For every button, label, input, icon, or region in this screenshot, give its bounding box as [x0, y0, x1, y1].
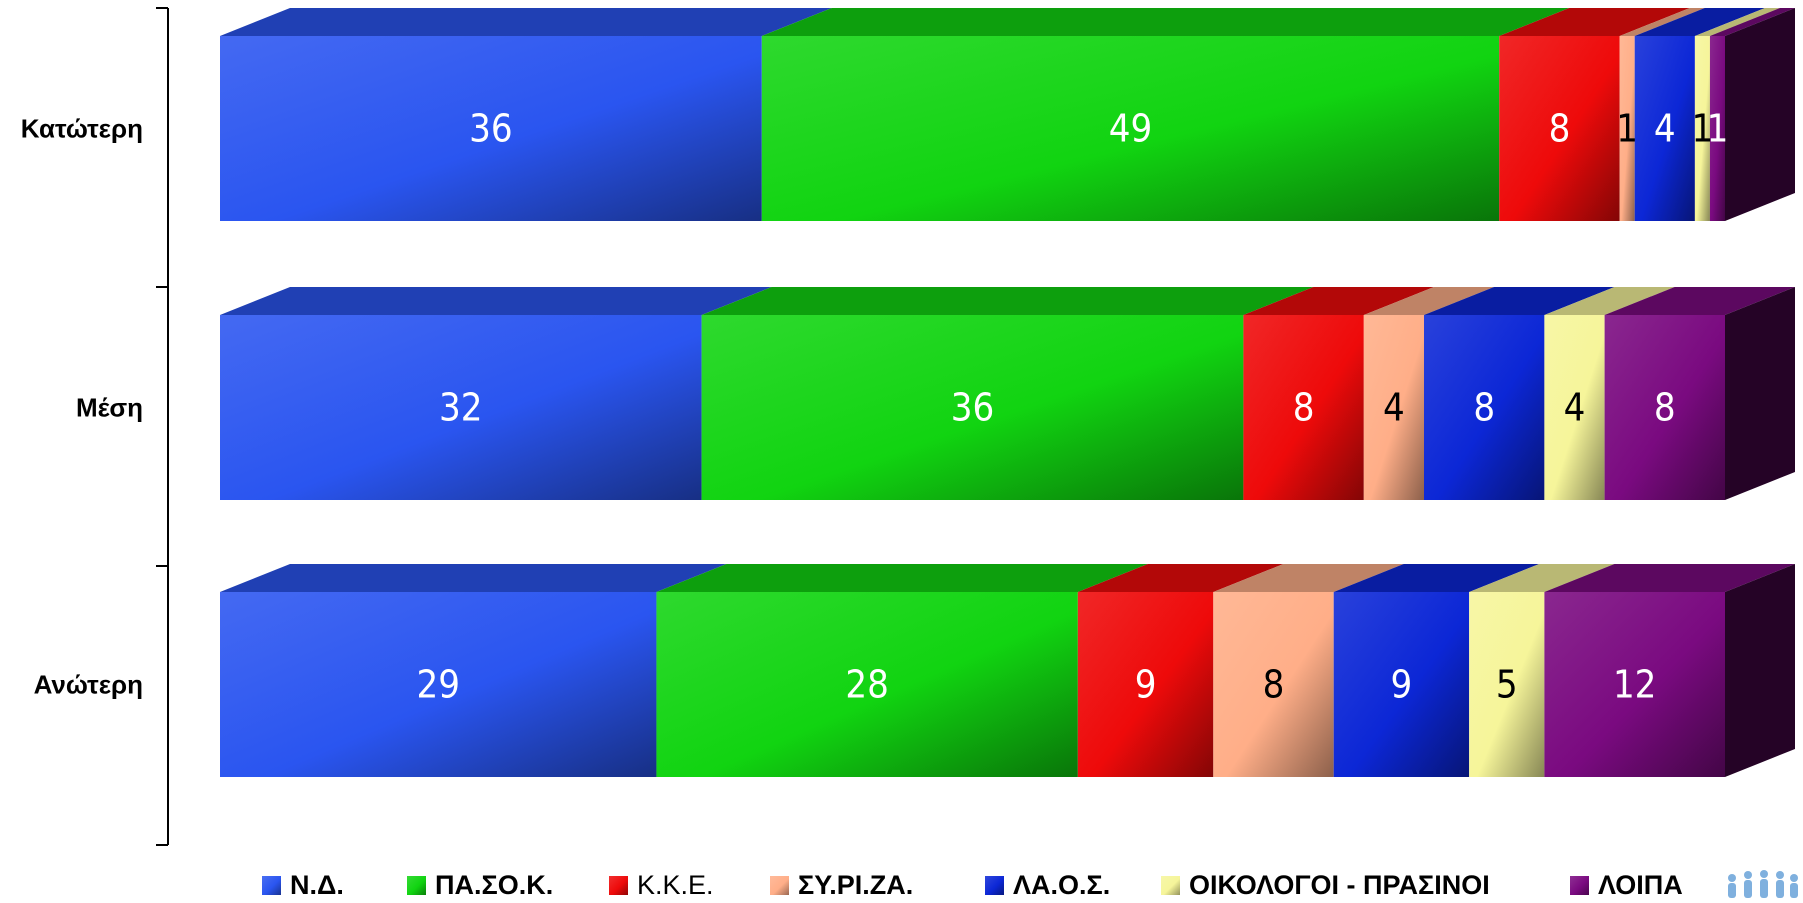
legend-item: ΟΙΚΟΛΟΓΟΙ - ΠΡΑΣΙΝΟΙ — [1161, 868, 1490, 902]
bar-segment — [1333, 592, 1470, 777]
bar-top-face — [220, 8, 832, 36]
bar-segment — [1243, 315, 1364, 500]
data-label: 29 — [416, 663, 460, 707]
bar-segment — [761, 36, 1500, 221]
bar-top-face — [1694, 8, 1780, 36]
category-label: Μέση — [76, 393, 143, 423]
data-label: 5 — [1496, 663, 1518, 707]
data-label: 8 — [1263, 663, 1285, 707]
data-label: 12 — [1613, 663, 1657, 707]
bar-segment — [656, 592, 1078, 777]
bar-top-face — [1619, 8, 1705, 36]
legend-label: ΛΑ.Ο.Σ. — [1013, 869, 1111, 900]
bar-segment — [1213, 592, 1334, 777]
data-label: 36 — [469, 107, 513, 151]
bar-segment — [220, 315, 702, 500]
bar-top-face — [1634, 8, 1765, 36]
bar-segment — [1619, 36, 1635, 221]
bar-segment — [1694, 36, 1710, 221]
bar-top-face — [1363, 287, 1494, 315]
bar-top-face — [1469, 564, 1615, 592]
bar-top-face — [1213, 564, 1404, 592]
bar-top-face — [1077, 564, 1284, 592]
legend-label: ΣΥ.ΡΙ.ΖΑ. — [798, 869, 914, 900]
bar-segment — [1077, 592, 1214, 777]
bar-top-face — [761, 8, 1570, 36]
bar-segment — [701, 315, 1244, 500]
bar-top-face — [1604, 287, 1795, 315]
category-label: Κατώτερη — [21, 114, 143, 144]
legend-label: ΠΑ.ΣΟ.Κ. — [435, 869, 554, 900]
legend-swatch — [985, 875, 1004, 895]
legend-label: Κ.Κ.Ε. — [637, 869, 714, 900]
category-axis — [156, 7, 169, 846]
legend-label: ΛΟΙΠΑ — [1598, 869, 1683, 900]
legend-item: ΠΑ.ΣΟ.Κ. — [407, 868, 553, 902]
bar-segment — [1709, 36, 1725, 221]
bar-side-face — [1725, 287, 1795, 500]
data-label: 9 — [1391, 663, 1413, 707]
bar-top-face — [1243, 287, 1434, 315]
data-label: 4 — [1383, 386, 1405, 430]
data-label: 1 — [1707, 107, 1729, 151]
bar-segment — [1499, 36, 1620, 221]
data-label: 8 — [1654, 386, 1676, 430]
legend-swatch — [1570, 875, 1589, 895]
bar-top-face — [1424, 287, 1615, 315]
bar-segment — [1544, 592, 1725, 777]
legend-item: ΛΟΙΠΑ — [1570, 868, 1683, 902]
data-label: 32 — [439, 386, 483, 430]
bar-top-face — [220, 287, 772, 315]
data-label: 1 — [1616, 107, 1638, 151]
category-label: Ανώτερη — [34, 670, 143, 700]
bar-segment — [1544, 315, 1605, 500]
bar-top-face — [220, 564, 727, 592]
data-label: 28 — [845, 663, 889, 707]
data-label: 8 — [1549, 107, 1571, 151]
data-label: 1 — [1692, 107, 1714, 151]
legend-swatch — [407, 875, 426, 895]
legend-swatch — [770, 875, 789, 895]
data-label: 49 — [1109, 107, 1153, 151]
bars-layer — [220, 8, 1795, 777]
company-logo — [1728, 870, 1798, 898]
bar-segment — [1604, 315, 1725, 500]
data-label: 8 — [1473, 386, 1495, 430]
bar-top-face — [1544, 564, 1795, 592]
bar-segment — [220, 592, 657, 777]
bar-top-face — [1709, 8, 1795, 36]
legend-item: Κ.Κ.Ε. — [609, 868, 714, 902]
bar-top-face — [1333, 564, 1540, 592]
bar-side-face — [1725, 8, 1795, 221]
legend-label: ΟΙΚΟΛΟΓΟΙ - ΠΡΑΣΙΝΟΙ — [1189, 869, 1490, 900]
bar-top-face — [656, 564, 1148, 592]
data-label: 4 — [1654, 107, 1676, 151]
bar-side-face — [1725, 564, 1795, 777]
bar-segment — [1469, 592, 1545, 777]
bar-segment — [1363, 315, 1424, 500]
bar-segment — [220, 36, 762, 221]
data-label: 4 — [1564, 386, 1586, 430]
legend: Ν.Δ. ΠΑ.ΣΟ.Κ. Κ.Κ.Ε. ΣΥ.ΡΙ.ΖΑ. ΛΑ.Ο.Σ. ΟΙΚΟΛΟ… — [262, 868, 1762, 902]
data-label: 36 — [951, 386, 995, 430]
bar-top-face — [1544, 287, 1675, 315]
bar-top-face — [701, 287, 1314, 315]
legend-label: Ν.Δ. — [290, 869, 344, 900]
bar-segment — [1634, 36, 1695, 221]
legend-swatch — [1161, 875, 1180, 895]
legend-swatch — [609, 875, 628, 895]
data-label: 9 — [1135, 663, 1157, 707]
bar-segment — [1424, 315, 1545, 500]
legend-item: ΣΥ.ΡΙ.ΖΑ. — [770, 868, 913, 902]
legend-item: Ν.Δ. — [262, 868, 344, 902]
data-label: 8 — [1293, 386, 1315, 430]
bar-top-face — [1499, 8, 1690, 36]
legend-item: ΛΑ.Ο.Σ. — [985, 868, 1110, 902]
legend-swatch — [262, 875, 281, 895]
